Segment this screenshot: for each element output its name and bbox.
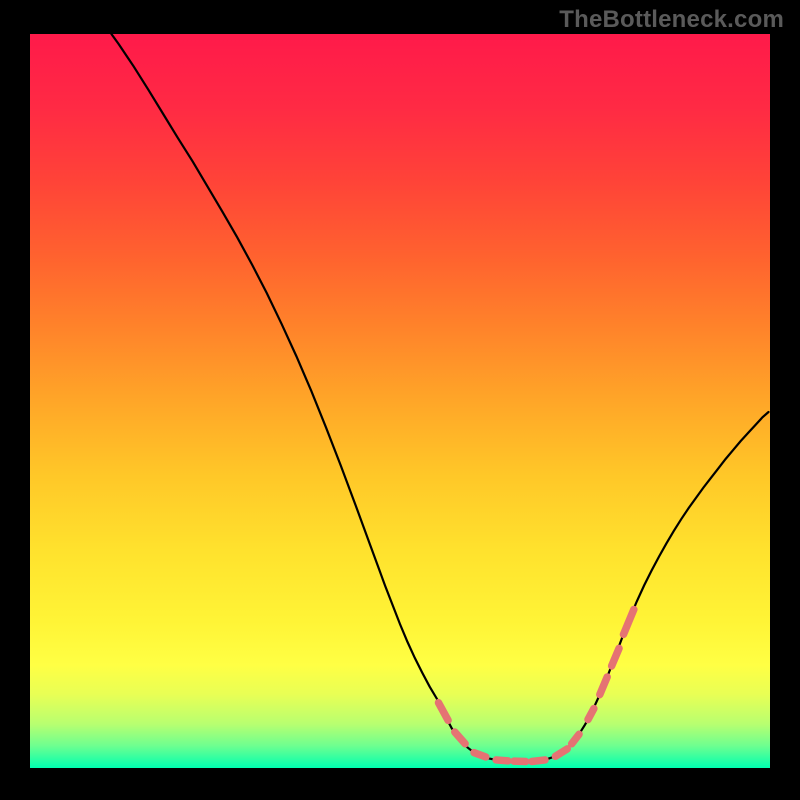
gradient-background bbox=[30, 34, 770, 768]
highlight-segment bbox=[532, 760, 545, 762]
highlight-segment bbox=[496, 760, 508, 761]
plot-area bbox=[30, 34, 770, 768]
highlight-segment bbox=[588, 709, 594, 720]
highlight-segment bbox=[474, 753, 486, 757]
chart-svg bbox=[30, 34, 770, 768]
watermark-text: TheBottleneck.com bbox=[559, 6, 784, 34]
